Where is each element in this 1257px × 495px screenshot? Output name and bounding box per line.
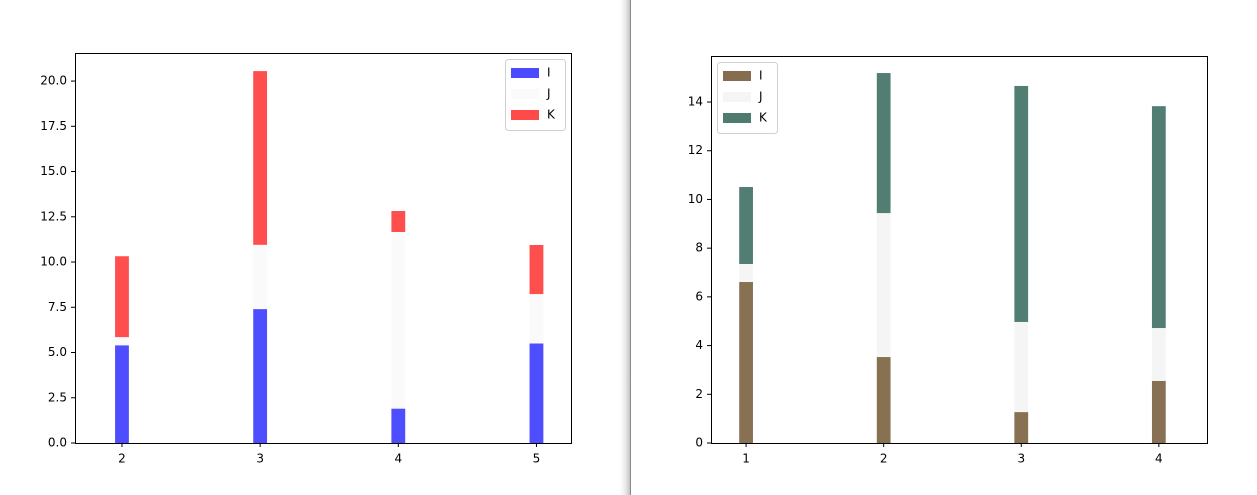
y-tick-label: 15.0 xyxy=(40,164,67,178)
bar-segment xyxy=(739,187,753,264)
x-tick-label: 4 xyxy=(1155,452,1163,466)
legend-label: I xyxy=(759,69,763,83)
y-tick-label: 12 xyxy=(688,143,703,157)
y-tick-label: 6 xyxy=(695,289,703,303)
bar-segment xyxy=(115,345,129,443)
legend-swatch xyxy=(723,71,751,81)
y-tick-label: 7.5 xyxy=(48,300,67,314)
x-tick-label: 1 xyxy=(742,452,750,466)
bar-segment xyxy=(529,343,544,443)
y-tick-label: 8 xyxy=(695,241,703,255)
y-tick-label: 5.0 xyxy=(48,345,67,359)
legend-swatch xyxy=(511,68,539,78)
bar-segment xyxy=(1151,380,1166,443)
divider-shadow xyxy=(618,0,630,495)
bar-segment xyxy=(739,263,753,283)
bar-segment xyxy=(391,231,406,409)
bar-segment xyxy=(1151,106,1166,329)
bar-segment xyxy=(529,294,544,344)
bar-segment xyxy=(253,71,268,245)
y-tick-label: 17.5 xyxy=(40,119,67,133)
legend-swatch xyxy=(511,89,539,99)
x-tick-label: 2 xyxy=(118,452,126,466)
x-tick-label: 3 xyxy=(256,452,264,466)
y-tick-label: 14 xyxy=(688,95,703,109)
bar-segment xyxy=(876,73,891,214)
x-tick-label: 2 xyxy=(880,452,888,466)
x-tick-label: 4 xyxy=(394,452,402,466)
axes-frame xyxy=(75,53,572,444)
bar-segment xyxy=(1014,412,1029,443)
y-tick-label: 2.5 xyxy=(48,390,67,404)
axes-frame xyxy=(711,56,1208,444)
y-tick-label: 2 xyxy=(695,387,703,401)
y-tick-label: 0.0 xyxy=(48,436,67,450)
bar-segment xyxy=(1014,85,1029,322)
legend-label: I xyxy=(547,66,551,80)
bar-segment xyxy=(529,245,544,295)
bar-segment xyxy=(391,408,406,443)
legend-swatch xyxy=(511,110,539,120)
bar-segment xyxy=(739,282,753,443)
bar-segment xyxy=(876,357,891,443)
legend-label: J xyxy=(546,87,551,101)
bar-segment xyxy=(115,337,129,346)
y-tick-label: 4 xyxy=(695,338,703,352)
bar-segment xyxy=(253,309,268,443)
legend-label: K xyxy=(547,108,556,122)
bar-segment xyxy=(391,210,406,232)
y-tick-label: 10.0 xyxy=(40,255,67,269)
y-tick-label: 10 xyxy=(688,192,703,206)
bar-segment xyxy=(115,256,129,338)
x-tick-label: 5 xyxy=(533,452,541,466)
bar-segment xyxy=(1151,328,1166,381)
legend-swatch xyxy=(723,92,751,102)
legend-label: K xyxy=(759,111,768,125)
legend-swatch xyxy=(723,113,751,123)
legend-label: J xyxy=(758,90,763,104)
y-tick-label: 20.0 xyxy=(40,74,67,88)
bar-segment xyxy=(876,213,891,358)
bar-segment xyxy=(1014,321,1029,413)
y-tick-label: 12.5 xyxy=(40,209,67,223)
bar-segment xyxy=(253,244,268,310)
y-tick-label: 0 xyxy=(695,436,703,450)
x-tick-label: 3 xyxy=(1017,452,1025,466)
